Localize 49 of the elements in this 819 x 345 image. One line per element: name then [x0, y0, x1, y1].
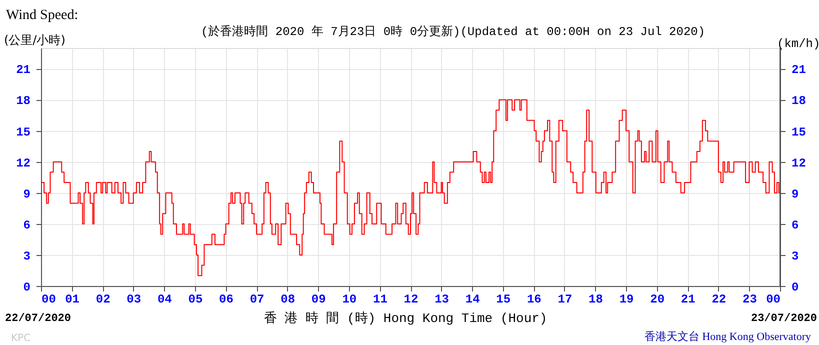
x-tick-label: 09 — [311, 292, 326, 306]
chart-subtitle: (於香港時間 2020 年 7月23日 0時 0分更新)(Updated at 00:00H on 23 Jul 2020) — [201, 24, 706, 39]
y-tick-label: 3 — [23, 249, 30, 264]
y2-axis-title: (km/h) — [777, 37, 819, 51]
x-tick-label: 23 — [742, 292, 757, 306]
x-axis-title: 香 港 時 間 (時) Hong Kong Time (Hour) — [264, 311, 548, 326]
x-tick-label: 17 — [558, 292, 572, 306]
chart-title: Wind Speed: — [6, 8, 78, 23]
x-tick-label: 13 — [434, 292, 449, 306]
x-tick-label: 20 — [650, 292, 665, 306]
y-tick-label: 6 — [23, 218, 30, 232]
y2-tick-label: 12 — [792, 156, 806, 170]
y2-tick-label: 15 — [792, 125, 806, 140]
x-tick-label: 06 — [219, 292, 234, 306]
y-tick-label: 15 — [16, 125, 30, 140]
x-tick-label: 02 — [96, 292, 110, 306]
x-tick-label: 04 — [157, 292, 172, 306]
x-tick-label: 21 — [680, 292, 696, 306]
x-tick-label: 18 — [588, 292, 603, 306]
y-tick-label: 12 — [16, 156, 30, 170]
y2-tick-label: 6 — [792, 218, 799, 232]
x-tick-label: 00 — [766, 292, 780, 306]
x-tick-label: 01 — [65, 292, 80, 306]
text: 23/07/2020 — [750, 313, 817, 325]
y2-tick-label: 21 — [792, 63, 806, 78]
x-tick-label: 07 — [250, 292, 264, 306]
y-axis-title: (公里/小時) — [4, 33, 66, 47]
x-tick-label: 22 — [712, 292, 726, 306]
x-tick-label: 11 — [373, 292, 388, 306]
x-tick-label: 03 — [126, 292, 142, 306]
text: 香港天文台 Hong Kong Observatory — [644, 330, 812, 343]
x-tick-label: 12 — [404, 292, 418, 306]
y-tick-label: 18 — [16, 94, 30, 108]
y2-tick-label: 9 — [792, 187, 799, 202]
x-tick-label: 19 — [619, 292, 634, 306]
y-tick-label: 9 — [23, 187, 30, 202]
x-tick-label: 00 — [42, 292, 56, 306]
x-tick-label: 16 — [526, 292, 542, 306]
x-tick-label: 15 — [496, 292, 511, 306]
y-tick-label: 0 — [23, 280, 30, 294]
y2-tick-label: 0 — [792, 280, 799, 294]
y2-tick-label: 18 — [792, 94, 806, 108]
y2-tick-label: 3 — [792, 249, 799, 264]
x-tick-label: 08 — [280, 292, 296, 306]
text: 22/07/2020 — [5, 313, 72, 325]
y-tick-label: 21 — [16, 63, 30, 78]
x-tick-label: 14 — [465, 292, 480, 306]
x-tick-label: 05 — [188, 292, 203, 306]
x-tick-label: 10 — [342, 292, 357, 306]
